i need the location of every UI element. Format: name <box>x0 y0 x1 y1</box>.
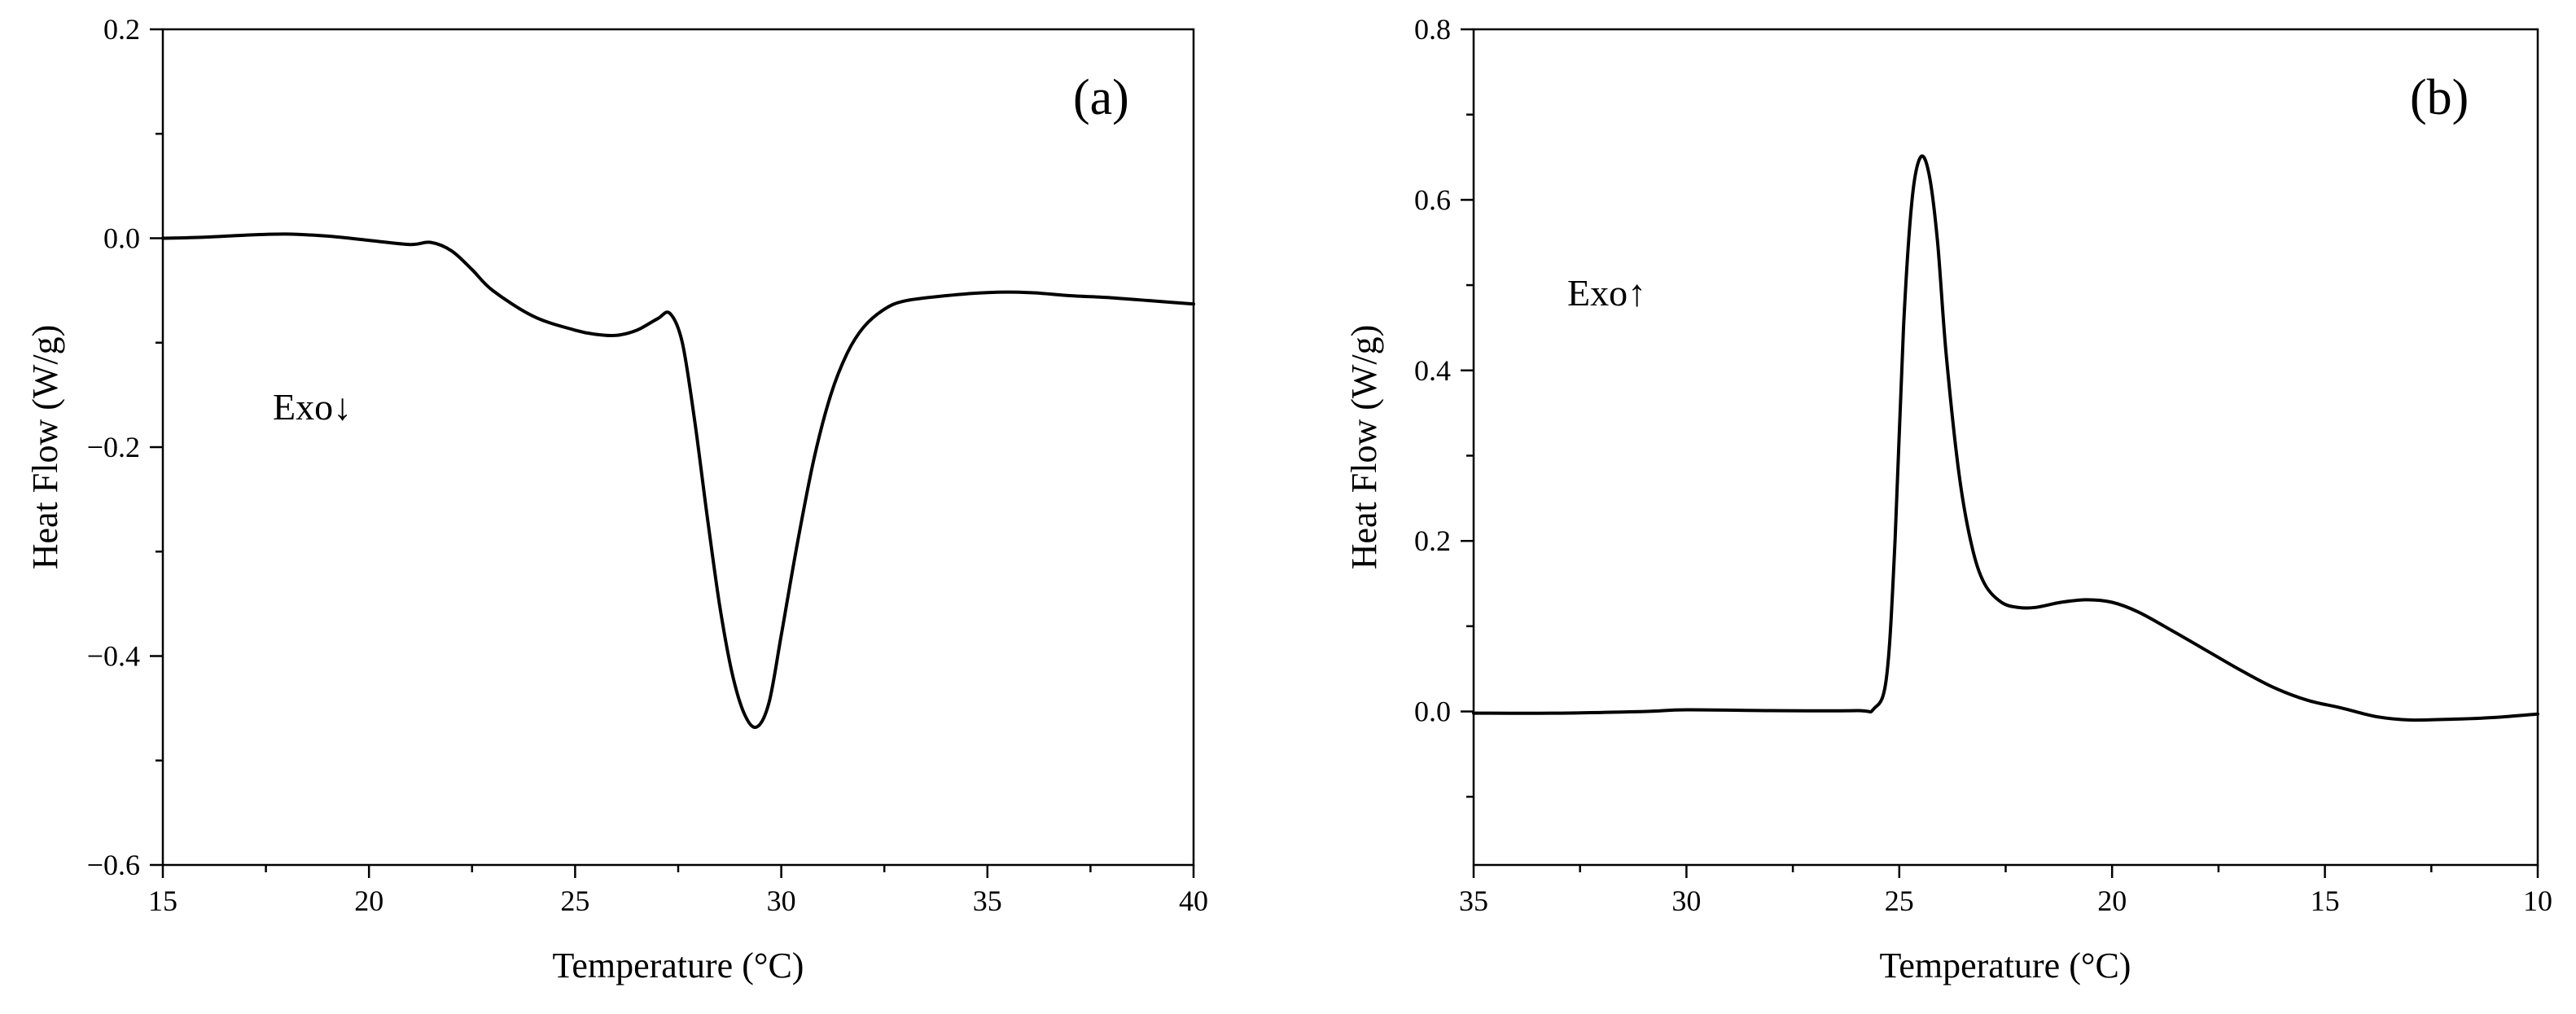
x-tick-label: 20 <box>354 885 383 917</box>
panel-a-exo-annotation: Exo↓ <box>273 386 352 428</box>
y-tick-label: −0.6 <box>87 849 140 881</box>
y-tick-label: −0.4 <box>87 640 140 673</box>
y-tick-label: 0.0 <box>1414 696 1451 728</box>
panel-a-plot-frame <box>161 28 1195 867</box>
series-line-heating <box>161 232 1195 730</box>
panel-b-x-tick-labels: 35 30 25 20 15 10 <box>1459 885 2552 917</box>
x-tick-label: 10 <box>2523 885 2552 917</box>
panel-b-x-axis-title: Temperature (°C) <box>1880 946 2131 985</box>
y-tick-label: 0.6 <box>1414 183 1451 216</box>
x-tick-label: 15 <box>2311 885 2340 917</box>
x-tick-label: 30 <box>1671 885 1701 917</box>
x-tick-label: 35 <box>973 885 1002 917</box>
panel-b-y-axis-title: Heat Flow (W/g) <box>1344 325 1384 570</box>
x-tick-label: 20 <box>2097 885 2127 917</box>
panel-b-y-tick-labels: 0.0 0.2 0.4 0.6 0.8 <box>1414 13 1451 728</box>
panel-b-exo-annotation: Exo↑ <box>1567 272 1646 314</box>
y-tick-label: 0.2 <box>1414 525 1451 557</box>
panel-a-x-tick-labels: 15 20 25 30 35 40 <box>148 885 1208 917</box>
panel-b-chart: 35 30 25 20 15 10 0.0 0.2 0.4 0.6 0.8 Temperature… <box>1344 13 2552 985</box>
x-tick-label: 40 <box>1179 885 1208 917</box>
panel-a-series <box>161 232 1195 730</box>
panel-a-x-axis-title: Temperature (°C) <box>553 946 804 985</box>
x-tick-label: 30 <box>767 885 796 917</box>
panel-b-ticks <box>1461 28 2539 878</box>
y-tick-label: 0.0 <box>103 222 140 255</box>
x-tick-label: 25 <box>560 885 589 917</box>
panel-a-label: (a) <box>1073 70 1129 125</box>
x-tick-label: 35 <box>1459 885 1488 917</box>
panel-a-ticks <box>150 28 1195 878</box>
panel-a-y-axis-title: Heat Flow (W/g) <box>25 325 65 570</box>
y-tick-label: 0.4 <box>1414 354 1451 387</box>
panel-b-series <box>1472 154 2539 722</box>
panel-a-y-tick-labels: −0.6 −0.4 −0.2 0.0 0.2 <box>87 13 140 881</box>
y-tick-label: 0.8 <box>1414 13 1451 46</box>
x-tick-label: 25 <box>1885 885 1914 917</box>
panel-b-label: (b) <box>2410 70 2469 125</box>
panel-b-plot-frame <box>1472 28 2539 867</box>
x-tick-label: 15 <box>148 885 177 917</box>
panel-a-chart: 15 20 25 30 35 40 −0.6 −0.4 −0.2 0.0 0.2 Temperat… <box>25 13 1208 985</box>
y-tick-label: −0.2 <box>87 431 140 463</box>
y-tick-label: 0.2 <box>103 13 140 46</box>
series-line-cooling <box>1472 154 2539 722</box>
